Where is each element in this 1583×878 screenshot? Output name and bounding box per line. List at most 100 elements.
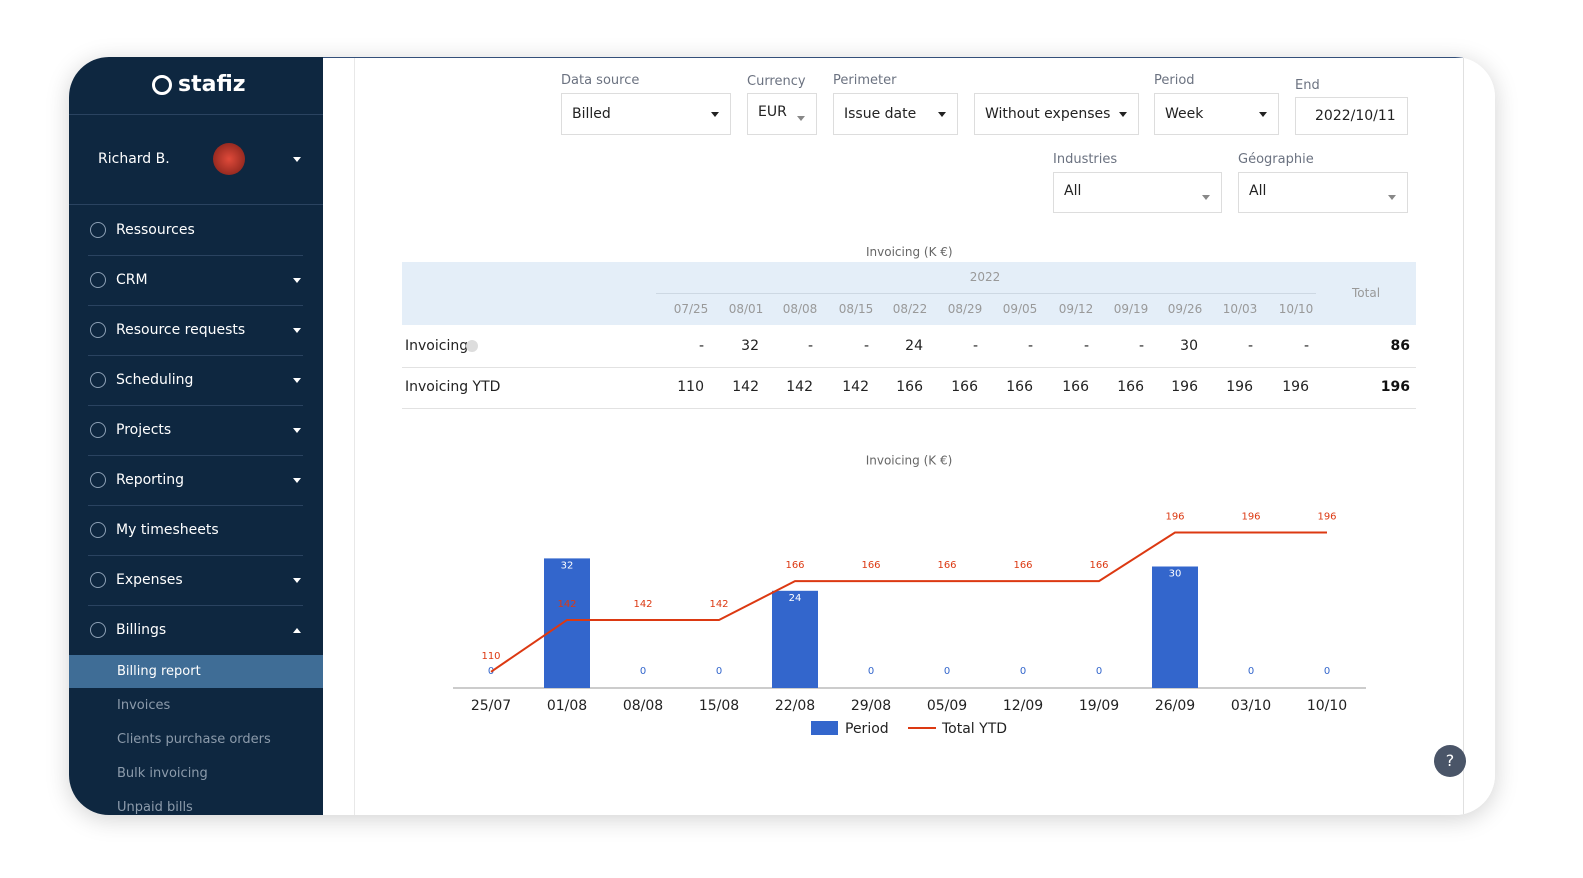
top-border (323, 57, 1463, 58)
menu-icon (90, 622, 106, 638)
select[interactable] (747, 93, 817, 135)
divider (88, 505, 303, 506)
data-label: 196 (1241, 511, 1260, 522)
filter-label: Industries (1053, 152, 1118, 167)
x-tick-label: 22/08 (775, 698, 815, 714)
caret (293, 378, 301, 383)
x-tick-label: 10/10 (1307, 698, 1347, 714)
select-value: Without expenses (985, 106, 1111, 122)
menu-item[interactable]: Expenses (116, 572, 183, 588)
cell: - (1083, 338, 1089, 354)
caret (293, 478, 301, 483)
column-header: 09/26 (1167, 302, 1203, 316)
column-header: 08/08 (782, 302, 818, 316)
data-label: 0 (1248, 666, 1254, 677)
caret (293, 628, 301, 633)
select[interactable] (833, 93, 958, 135)
menu-item[interactable]: Reporting (116, 472, 185, 488)
data-label: 196 (1317, 511, 1336, 522)
data-label: 0 (944, 666, 950, 677)
column-header: 08/01 (728, 302, 764, 316)
cell: 196 (1282, 379, 1309, 395)
help-button[interactable]: ? (1434, 745, 1466, 777)
divider (69, 114, 323, 115)
caret (1388, 194, 1396, 200)
menu-icon (90, 222, 106, 238)
cell: 32 (741, 338, 759, 354)
filter-label: Data source (561, 73, 640, 88)
menu-item[interactable]: My timesheets (116, 522, 219, 538)
x-tick-label: 12/09 (1003, 698, 1043, 714)
caret (293, 278, 301, 283)
select[interactable] (1154, 93, 1279, 135)
cell: - (1303, 338, 1309, 354)
chart-title: Invoicing (K €) (866, 454, 953, 468)
cell: 196 (1171, 379, 1198, 395)
submenu-item[interactable]: Invoices (117, 698, 171, 713)
submenu-item[interactable]: Clients purchase orders (117, 732, 271, 747)
menu-icon (90, 422, 106, 438)
select[interactable] (974, 93, 1139, 135)
menu-item[interactable]: CRM (116, 272, 148, 288)
select[interactable] (1295, 97, 1408, 135)
submenu-item[interactable]: Billing report (117, 664, 201, 679)
cell: 30 (1180, 338, 1198, 354)
bar (1152, 566, 1198, 688)
year-line (656, 293, 1316, 294)
select[interactable] (1053, 172, 1222, 213)
column-header: 09/12 (1058, 302, 1094, 316)
divider (88, 555, 303, 556)
select[interactable] (1238, 172, 1408, 213)
menu-item[interactable]: Ressources (116, 222, 195, 238)
total-header: Total (1352, 286, 1381, 300)
row-divider (402, 408, 1416, 409)
select-value: Issue date (844, 106, 917, 122)
menu-icon (90, 572, 106, 588)
divider (88, 405, 303, 406)
data-label: 142 (557, 599, 576, 610)
menu-item[interactable]: Billings (116, 622, 167, 638)
data-label: 166 (937, 560, 956, 571)
divider (88, 305, 303, 306)
data-label: 142 (709, 599, 728, 610)
data-label: 142 (633, 599, 652, 610)
user-name[interactable]: Richard B. (98, 151, 170, 167)
menu-item[interactable]: Resource requests (116, 322, 246, 338)
logo: stafiz (178, 72, 246, 97)
cell: 142 (786, 379, 813, 395)
data-label: 196 (1165, 511, 1184, 522)
x-tick-label: 15/08 (699, 698, 739, 714)
data-label: 32 (561, 560, 574, 571)
menu-item[interactable]: Projects (116, 422, 172, 438)
select-value: EUR (758, 104, 787, 120)
cell: 24 (905, 338, 923, 354)
data-label: 110 (481, 651, 500, 662)
menu-icon (90, 372, 106, 388)
legend-swatch (811, 721, 838, 735)
filter-label: Perimeter (833, 73, 897, 88)
select[interactable] (561, 93, 731, 135)
column-header: 10/03 (1222, 302, 1258, 316)
caret (293, 428, 301, 433)
data-label: 0 (1096, 666, 1102, 677)
cell: - (698, 338, 704, 354)
cell: 196 (1226, 379, 1253, 395)
filter-label: End (1295, 78, 1320, 93)
caret (1119, 112, 1127, 117)
cell: - (807, 338, 813, 354)
legend-label: Period (845, 721, 889, 737)
row-total: 86 (1390, 338, 1410, 354)
year: 2022 (969, 270, 1001, 284)
caret (797, 116, 805, 121)
submenu-item[interactable]: Unpaid bills (117, 800, 193, 815)
column-header: 10/10 (1278, 302, 1314, 316)
avatar (213, 143, 245, 175)
submenu-item[interactable]: Bulk invoicing (117, 766, 208, 781)
column-header: 09/19 (1113, 302, 1149, 316)
divider (88, 605, 303, 606)
bar (544, 558, 590, 688)
menu-item[interactable]: Scheduling (116, 372, 194, 388)
data-label: 30 (1169, 569, 1182, 580)
